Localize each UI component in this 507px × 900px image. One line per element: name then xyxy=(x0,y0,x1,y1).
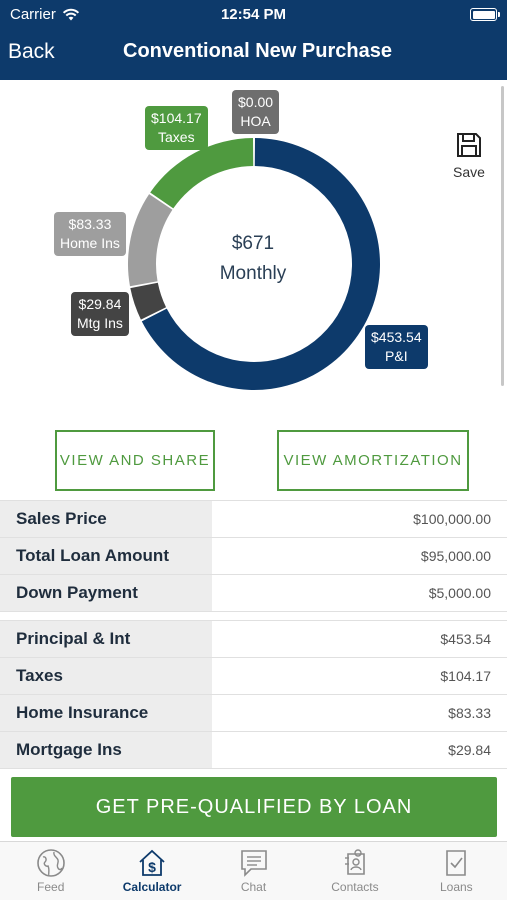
document-check-icon xyxy=(446,850,467,876)
payment-breakdown-table: Principal & Int $453.54 Taxes $104.17 Ho… xyxy=(0,620,507,769)
tab-label: Loans xyxy=(439,880,473,894)
nav-bar: Back Conventional New Purchase xyxy=(0,30,507,80)
donut-chart xyxy=(127,138,381,390)
callout-hoa-label: HOA xyxy=(240,112,271,129)
callout-mtg-ins-value: $29.84 xyxy=(78,296,122,312)
callout-pi-value: $453.54 xyxy=(371,329,422,345)
wifi-icon xyxy=(62,8,79,21)
donut-slice-taxes xyxy=(150,138,254,209)
carrier-name: Carrier xyxy=(10,6,56,23)
svg-text:$: $ xyxy=(148,859,156,875)
callout-mtg-ins: $29.84 Mtg Ins xyxy=(71,292,129,336)
donut-slice-mtg-ins xyxy=(130,282,167,320)
callout-hoa-value: $0.00 xyxy=(238,94,274,110)
contacts-icon xyxy=(344,849,365,875)
table-row: Mortgage Ins $29.84 xyxy=(0,732,507,769)
table-row: Total Loan Amount $95,000.00 xyxy=(0,538,507,575)
callout-home-ins-value: $83.33 xyxy=(68,216,112,232)
tab-bar: Feed $ Calculator Chat Contacts xyxy=(0,841,507,900)
tab-label: Contacts xyxy=(331,880,379,894)
globe-icon xyxy=(36,849,65,877)
callout-pi-label: P&I xyxy=(385,347,408,364)
row-value: $100,000.00 xyxy=(413,511,491,527)
tab-label: Feed xyxy=(37,880,65,894)
tab-feed[interactable]: Feed xyxy=(0,842,101,900)
tab-calculator[interactable]: $ Calculator xyxy=(101,842,202,900)
page-title: Conventional New Purchase xyxy=(123,40,392,62)
callout-taxes-label: Taxes xyxy=(158,128,195,145)
tab-label: Calculator xyxy=(122,880,182,894)
tab-loans[interactable]: Loans xyxy=(406,842,507,900)
scrollbar[interactable] xyxy=(501,86,504,386)
row-label: Down Payment xyxy=(0,575,212,611)
back-button[interactable]: Back xyxy=(8,40,55,63)
row-label: Mortgage Ins xyxy=(0,732,212,768)
row-value: $5,000.00 xyxy=(428,585,491,601)
row-label: Total Loan Amount xyxy=(0,538,212,574)
table-row: Sales Price $100,000.00 xyxy=(0,501,507,538)
chart-center-label: Monthly xyxy=(219,263,287,284)
clock: 12:54 PM xyxy=(220,6,287,23)
tab-contacts[interactable]: Contacts xyxy=(304,842,405,900)
donut-slice-home-ins xyxy=(127,194,173,287)
save-label: Save xyxy=(453,164,485,180)
callout-hoa: $0.00 HOA xyxy=(232,90,280,134)
callout-home-ins: $83.33 Home Ins xyxy=(54,212,126,256)
tab-label: Chat xyxy=(240,880,267,894)
row-value: $104.17 xyxy=(440,668,491,684)
table-row: Principal & Int $453.54 xyxy=(0,621,507,658)
save-button[interactable]: Save xyxy=(449,132,489,180)
row-label: Taxes xyxy=(0,658,212,694)
table-row: Down Payment $5,000.00 xyxy=(0,575,507,612)
row-label: Principal & Int xyxy=(0,621,212,657)
row-label: Home Insurance xyxy=(0,695,212,731)
chat-bubble-icon xyxy=(240,850,267,877)
callout-taxes-value: $104.17 xyxy=(151,110,202,126)
carrier: Carrier xyxy=(10,6,80,23)
status-bar: Carrier 12:54 PM xyxy=(0,0,507,30)
callout-mtg-ins-label: Mtg Ins xyxy=(77,314,123,331)
payment-chart: $671 Monthly $0.00 HOA $104.17 Taxes $83… xyxy=(0,80,507,420)
house-dollar-icon: $ xyxy=(139,849,165,876)
callout-taxes: $104.17 Taxes xyxy=(145,106,208,150)
row-value: $29.84 xyxy=(448,742,491,758)
chart-center-value: $671 xyxy=(231,233,275,254)
floppy-disk-icon xyxy=(457,133,481,157)
table-row: Home Insurance $83.33 xyxy=(0,695,507,732)
row-label: Sales Price xyxy=(0,501,212,537)
view-and-share-button[interactable]: VIEW AND SHARE xyxy=(55,430,215,491)
row-value: $453.54 xyxy=(440,631,491,647)
loan-summary-table: Sales Price $100,000.00 Total Loan Amoun… xyxy=(0,500,507,612)
callout-home-ins-label: Home Ins xyxy=(60,234,120,251)
get-pre-qualified-button[interactable]: GET PRE-QUALIFIED BY LOAN xyxy=(11,777,497,837)
view-amortization-button[interactable]: VIEW AMORTIZATION xyxy=(277,430,469,491)
callout-pi: $453.54 P&I xyxy=(365,325,428,369)
table-row: Taxes $104.17 xyxy=(0,658,507,695)
row-value: $95,000.00 xyxy=(420,548,491,564)
row-value: $83.33 xyxy=(448,705,491,721)
tab-chat[interactable]: Chat xyxy=(203,842,304,900)
battery-icon xyxy=(470,8,500,21)
